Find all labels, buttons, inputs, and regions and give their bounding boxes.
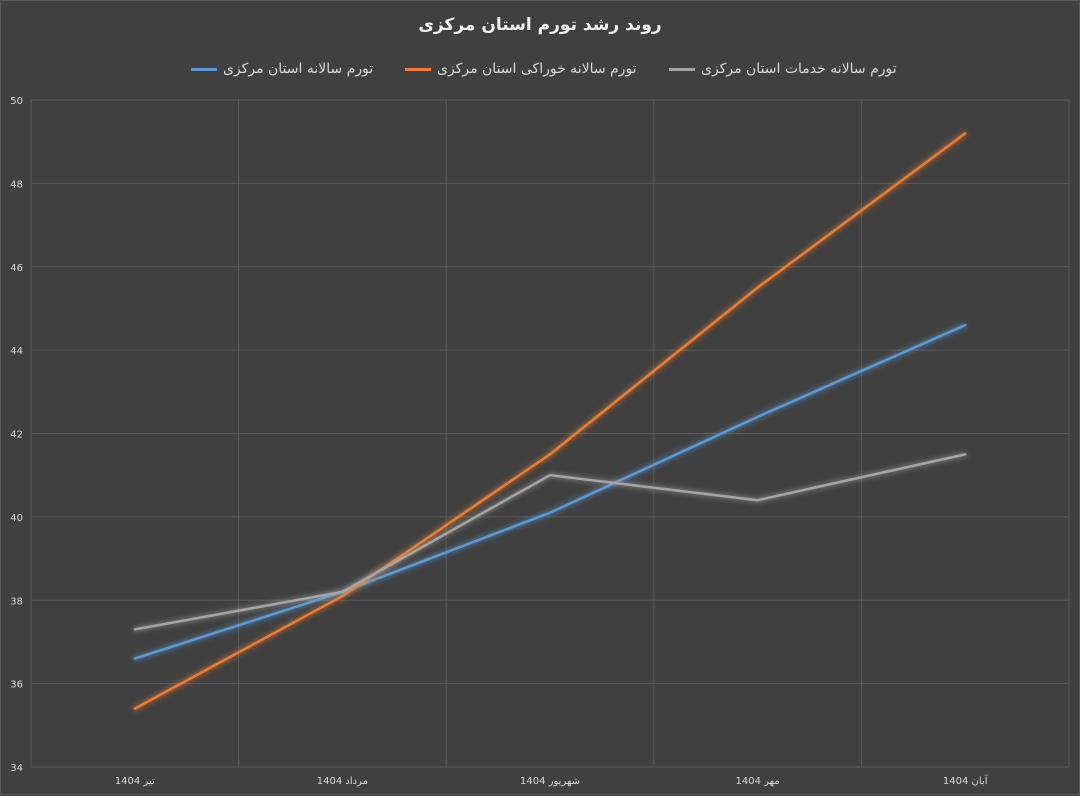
legend-item-total: تورم سالانه استان مرکزی xyxy=(191,61,379,77)
series-line-2 xyxy=(133,453,967,631)
legend-item-food: تورم سالانه خوراکی استان مرکزی xyxy=(405,61,643,77)
legend: تورم سالانه استان مرکزی تورم سالانه خورا… xyxy=(1,61,1079,83)
legend-swatch-orange xyxy=(405,67,431,71)
y-tick-label: 40 xyxy=(10,513,23,524)
y-tick-label: 36 xyxy=(10,680,23,691)
series-line-0 xyxy=(133,323,967,660)
y-tick-label: 48 xyxy=(10,179,23,190)
x-tick-label: مهر 1404 xyxy=(736,776,780,787)
chart-title: روند رشد تورم استان مرکزی xyxy=(418,15,662,35)
x-tick-label: شهریور 1404 xyxy=(520,776,580,787)
legend-label: تورم سالانه خوراکی استان مرکزی xyxy=(437,61,637,77)
legend-item-services: تورم سالانه خدمات استان مرکزی xyxy=(669,61,903,77)
legend-swatch-gray xyxy=(669,67,695,71)
legend-label: تورم سالانه استان مرکزی xyxy=(223,61,374,77)
x-tick-label: آبان 1404 xyxy=(943,774,989,787)
legend-swatch-blue xyxy=(191,67,217,71)
x-tick-label: مرداد 1404 xyxy=(317,776,368,787)
y-tick-label: 50 xyxy=(10,96,23,107)
y-tick-label: 46 xyxy=(10,263,23,274)
y-tick-label: 34 xyxy=(10,763,23,774)
series-line-1 xyxy=(133,132,967,710)
y-tick-label: 44 xyxy=(10,346,23,357)
y-tick-label: 42 xyxy=(10,430,23,441)
y-tick-label: 38 xyxy=(10,596,23,607)
x-tick-label: تیر 1404 xyxy=(115,776,155,787)
legend-label: تورم سالانه خدمات استان مرکزی xyxy=(701,61,897,77)
